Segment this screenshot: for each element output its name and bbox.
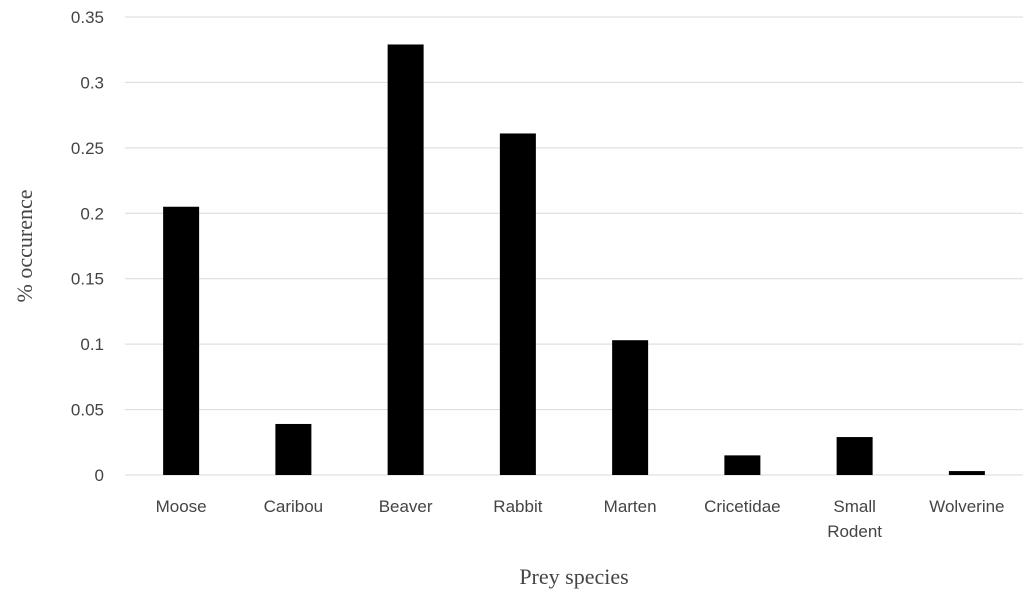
y-tick-label: 0.05: [71, 401, 104, 420]
bar-cricetidae: [724, 455, 761, 475]
bar-wolverine: [948, 471, 985, 475]
x-tick-label: Small Rodent: [827, 497, 882, 541]
x-tick-label: Caribou: [264, 497, 324, 516]
x-axis-title: Prey species: [519, 564, 628, 589]
x-tick-label: Moose: [156, 497, 207, 516]
bar-rabbit: [499, 133, 536, 475]
x-tick-label: Wolverine: [929, 497, 1004, 516]
y-axis-ticks: 0 0.05 0.1 0.15 0.2 0.25 0.3 0.35: [71, 8, 104, 485]
y-tick-label: 0.3: [80, 73, 104, 92]
y-tick-label: 0.35: [71, 8, 104, 27]
bar-beaver: [387, 44, 424, 475]
bars: [163, 44, 985, 475]
gridlines: [125, 16, 1023, 476]
x-axis-ticks: Moose Caribou Beaver Rabbit Marten Cricetidae…: [156, 497, 1005, 541]
y-tick-label: 0: [95, 466, 104, 485]
bar-marten: [612, 340, 649, 475]
x-tick-label: Beaver: [379, 497, 433, 516]
y-tick-label: 0.1: [80, 335, 104, 354]
x-tick-label: Rabbit: [493, 497, 542, 516]
y-axis-title: % occurence: [12, 190, 37, 303]
y-tick-label: 0.2: [80, 204, 104, 223]
bar-caribou: [275, 423, 312, 475]
y-tick-label: 0.25: [71, 139, 104, 158]
bar-small-rodent: [836, 437, 873, 475]
x-tick-label: Cricetidae: [704, 497, 781, 516]
bar-moose: [163, 206, 200, 475]
x-tick-label: Marten: [604, 497, 657, 516]
y-tick-label: 0.15: [71, 270, 104, 289]
